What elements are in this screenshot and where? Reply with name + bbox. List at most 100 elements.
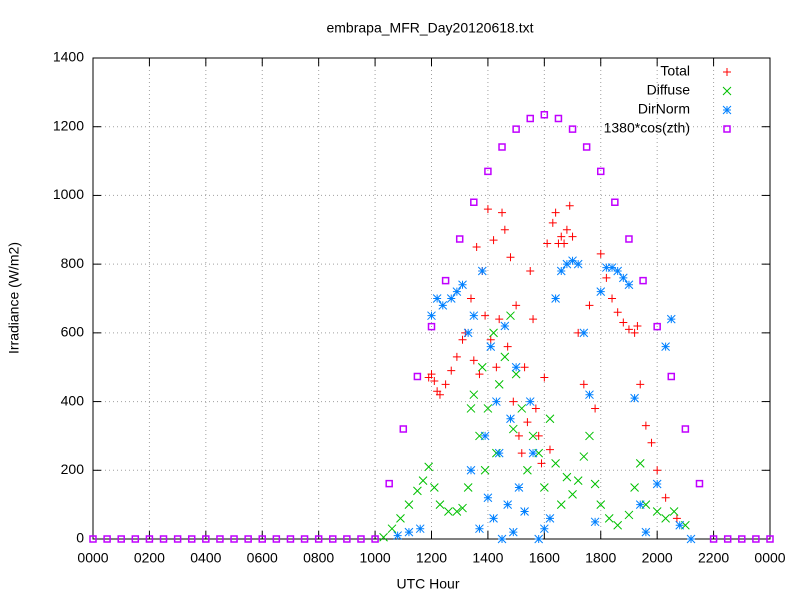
data-point <box>484 167 492 176</box>
data-point <box>551 459 560 468</box>
data-point <box>545 514 555 523</box>
data-point <box>766 535 774 543</box>
data-point <box>641 421 650 430</box>
data-point <box>481 311 490 320</box>
data-point <box>568 232 577 241</box>
data-point <box>669 507 679 516</box>
data-point <box>534 431 543 440</box>
x-tick-label: 1400 <box>472 550 503 566</box>
data-point <box>551 294 560 303</box>
data-point <box>470 198 478 207</box>
data-point <box>489 514 498 523</box>
data-point <box>387 524 397 534</box>
data-point <box>477 266 487 276</box>
data-point <box>512 301 521 310</box>
data-point <box>523 418 532 427</box>
x-tick-label: 1200 <box>416 550 447 566</box>
data-point <box>531 404 540 413</box>
data-point <box>613 308 622 317</box>
data-point <box>489 328 498 338</box>
data-point <box>520 507 529 516</box>
data-point <box>430 376 439 385</box>
data-point <box>500 321 510 331</box>
data-point <box>537 459 546 468</box>
data-point <box>585 301 594 310</box>
data-point <box>543 239 552 248</box>
data-point <box>675 520 685 530</box>
data-point <box>633 321 642 330</box>
data-point <box>602 273 611 282</box>
data-point <box>483 404 493 413</box>
data-point <box>686 534 696 544</box>
data-point <box>379 532 388 542</box>
data-point <box>469 390 479 400</box>
legend-label: DirNorm <box>638 101 690 117</box>
data-point <box>300 535 309 543</box>
data-point <box>492 363 501 372</box>
data-point <box>539 483 549 492</box>
data-point <box>503 342 512 351</box>
data-point <box>472 242 481 251</box>
data-point <box>565 201 574 210</box>
data-point <box>452 352 461 361</box>
data-point <box>173 535 182 543</box>
data-point <box>396 514 405 523</box>
data-point <box>357 535 365 543</box>
chart-title: embrapa_MFR_Day20120618.txt <box>326 20 533 36</box>
data-point <box>463 328 473 338</box>
data-point <box>511 362 521 372</box>
x-tick-label: 2200 <box>698 550 729 566</box>
data-point <box>630 328 639 337</box>
data-point <box>526 267 535 276</box>
data-point <box>469 356 478 365</box>
data-point <box>159 535 168 543</box>
data-point <box>591 404 600 413</box>
data-point <box>432 294 442 303</box>
data-point <box>385 479 393 488</box>
data-point <box>508 424 518 434</box>
legend-marker <box>722 86 732 96</box>
y-tick-label: 1400 <box>53 49 84 65</box>
data-point <box>455 235 464 243</box>
data-point <box>475 370 484 379</box>
data-point <box>441 380 450 389</box>
data-point <box>539 524 549 534</box>
data-point <box>413 486 422 496</box>
data-point <box>635 500 645 509</box>
data-point <box>545 414 555 424</box>
data-point <box>607 263 617 272</box>
data-point <box>452 507 462 516</box>
data-point <box>548 218 557 227</box>
legend-marker <box>723 68 731 76</box>
data-point <box>418 476 428 485</box>
data-point <box>562 225 571 234</box>
data-point <box>562 472 572 482</box>
data-point <box>371 535 379 543</box>
data-point <box>624 280 634 290</box>
data-point <box>596 249 605 258</box>
data-point <box>573 259 583 269</box>
data-point <box>494 448 504 458</box>
data-point <box>528 431 538 441</box>
data-point <box>525 397 535 406</box>
data-point <box>444 507 453 516</box>
data-point <box>661 342 670 351</box>
data-point <box>523 465 532 475</box>
data-point <box>529 315 538 324</box>
data-point <box>596 287 606 296</box>
data-point <box>666 314 676 324</box>
data-point <box>483 205 492 214</box>
data-point <box>413 372 422 381</box>
data-point <box>652 507 662 516</box>
data-point <box>667 372 676 381</box>
data-point <box>463 483 473 492</box>
data-point <box>446 294 456 303</box>
data-point <box>466 465 476 475</box>
data-point <box>613 520 623 530</box>
data-point <box>526 114 534 123</box>
data-point <box>517 404 527 413</box>
data-point <box>343 535 351 543</box>
y-tick-label: 1000 <box>53 186 84 202</box>
data-point <box>404 500 414 509</box>
data-point <box>506 253 515 262</box>
